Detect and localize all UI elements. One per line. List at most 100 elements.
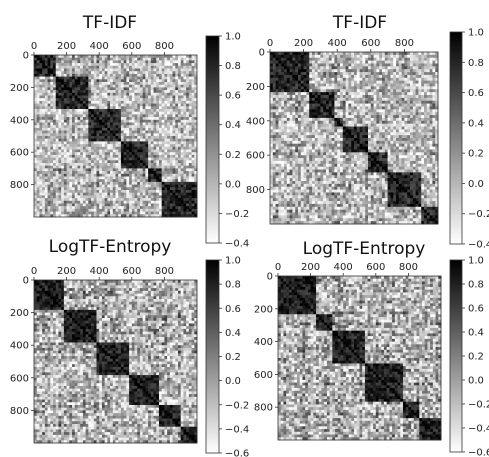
heatmap-cell [337, 77, 341, 82]
heatmap-cell [410, 66, 414, 70]
heatmap-cell [331, 77, 335, 82]
heatmap-cell [153, 122, 157, 126]
heatmap-cell [115, 200, 119, 204]
heatmap-cell [93, 125, 97, 129]
heatmap-cell [77, 146, 81, 150]
heatmap-cell [167, 125, 171, 129]
heatmap-cell [410, 72, 414, 76]
heatmap-cell [120, 173, 125, 177]
heatmap-cell [131, 208, 135, 212]
heatmap-cell [74, 111, 78, 115]
heatmap-cell [107, 192, 111, 196]
heatmap-cell [323, 100, 327, 104]
heatmap-cell [362, 66, 366, 70]
heatmap-cell [284, 109, 288, 113]
heatmap-cell [34, 103, 38, 107]
heatmap-cell [183, 168, 187, 172]
heatmap-cell [153, 173, 157, 177]
heatmap-cell [194, 195, 198, 199]
heatmap-cell [435, 69, 439, 73]
heatmap-cell [145, 63, 149, 67]
heatmap-cell [47, 125, 51, 129]
heatmap-cell [91, 114, 95, 118]
heatmap-cell [348, 66, 352, 70]
heatmap-cell [74, 130, 78, 134]
heatmap-cell [34, 173, 38, 177]
heatmap-cell [58, 165, 62, 169]
heatmap-cell [80, 206, 84, 210]
heatmap-cell [74, 206, 78, 210]
heatmap-cell [317, 83, 321, 87]
heatmap-cell [390, 54, 394, 59]
heatmap-cell [118, 181, 122, 185]
heatmap-cell [362, 86, 366, 90]
heatmap-cell [88, 200, 92, 204]
heatmap-cell [368, 100, 372, 104]
heatmap-cell [191, 168, 195, 172]
heatmap-cell [93, 149, 97, 153]
heatmap-cell [142, 65, 146, 69]
heatmap-cell [115, 208, 119, 212]
heatmap-cell [342, 100, 346, 104]
heatmap-cell [421, 103, 425, 107]
heatmap-cell [139, 117, 144, 121]
heatmap-cell [93, 71, 97, 75]
heatmap-cell [387, 106, 391, 110]
heatmap-cell [134, 65, 138, 69]
heatmap-cell [120, 206, 125, 210]
heatmap-cell [150, 65, 154, 69]
heatmap-cell [153, 73, 157, 77]
heatmap-cell [314, 57, 318, 61]
heatmap-cell [107, 168, 111, 172]
y-tick-label: 0 [23, 51, 29, 62]
heatmap-cell [72, 179, 76, 183]
heatmap-cell [107, 127, 111, 131]
heatmap-cell [153, 119, 157, 123]
heatmap-cell [72, 200, 76, 204]
heatmap-cell [115, 82, 119, 86]
heatmap-cell [58, 187, 62, 191]
heatmap-cell [278, 112, 282, 116]
heatmap-cell [424, 97, 428, 102]
heatmap-cell [96, 82, 100, 86]
heatmap-cell [101, 114, 106, 118]
heatmap-cell [158, 152, 163, 156]
heatmap-cell [53, 211, 57, 215]
heatmap-cell [351, 57, 355, 61]
heatmap-cell [69, 82, 73, 86]
heatmap-cell [340, 60, 344, 64]
heatmap-cell [164, 200, 168, 204]
heatmap-cell [169, 65, 173, 69]
heatmap-cell [191, 130, 195, 134]
heatmap-cell [175, 165, 179, 169]
heatmap-cell [194, 65, 198, 69]
heatmap-cell [61, 192, 65, 196]
heatmap-cell [110, 208, 114, 212]
heatmap-cell [42, 103, 46, 107]
heatmap-cell [275, 52, 279, 56]
heatmap-cell [34, 55, 38, 59]
heatmap-cell [164, 71, 168, 75]
heatmap-cell [131, 168, 135, 172]
heatmap-cell [88, 111, 92, 115]
heatmap-cell [424, 112, 428, 116]
heatmap-cell [36, 100, 40, 104]
heatmap-cell [158, 181, 163, 185]
heatmap-cell [72, 125, 76, 129]
heatmap-cell [139, 211, 144, 215]
heatmap-cell [107, 163, 111, 167]
heatmap-cell [153, 160, 157, 164]
heatmap-cell [156, 109, 160, 113]
heatmap-cell [177, 181, 182, 185]
heatmap-cell [47, 206, 51, 210]
heatmap-cell [362, 115, 366, 119]
heatmap-cell [348, 109, 352, 113]
heatmap-cell [289, 103, 293, 107]
heatmap-cell [107, 82, 111, 86]
heatmap-cell [387, 52, 391, 56]
heatmap-cell [139, 125, 144, 129]
heatmap-cell [312, 74, 316, 79]
heatmap-cell [177, 84, 182, 88]
heatmap-cell [180, 92, 184, 96]
